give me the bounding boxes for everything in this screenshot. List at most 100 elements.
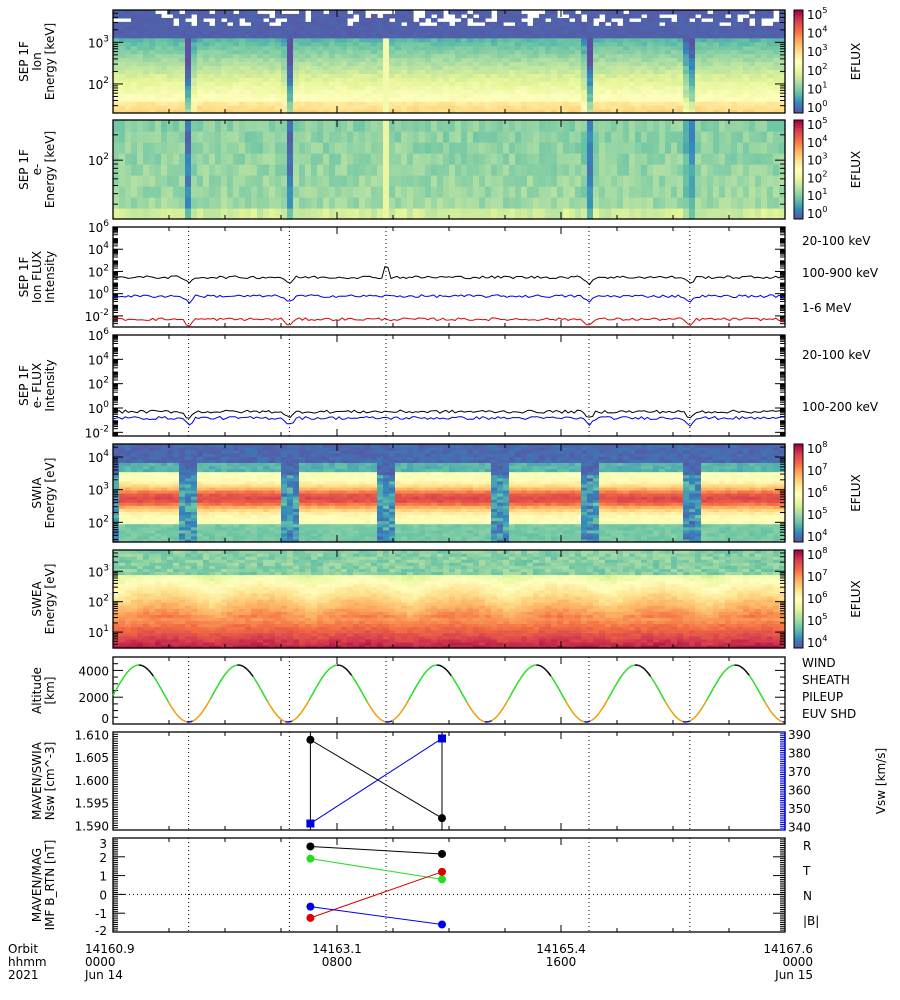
heatmap-cell	[191, 493, 198, 497]
heatmap-cell	[749, 164, 756, 176]
heatmap-cell	[779, 57, 786, 63]
heatmap-cell	[725, 77, 732, 82]
heatmap-cell	[149, 529, 156, 534]
heatmap-cell	[203, 496, 210, 500]
heatmap-cell	[155, 101, 162, 106]
heatmap-cell	[581, 89, 588, 94]
colorbar-swatch	[794, 22, 803, 26]
heatmap-cell	[149, 197, 156, 209]
heatmap-cell	[545, 25, 552, 31]
heatmap-cell	[659, 69, 666, 74]
heatmap-cell	[365, 105, 372, 110]
heatmap-cell	[245, 101, 252, 106]
heatmap-cell	[767, 164, 774, 176]
heatmap-cell	[647, 197, 654, 209]
heatmap-cell	[299, 120, 306, 132]
colorbar-swatch	[794, 196, 803, 200]
heatmap-cell	[215, 474, 222, 479]
heatmap-cell	[473, 120, 480, 132]
heatmap-cell	[119, 517, 126, 522]
heatmap-cell	[677, 57, 684, 63]
heatmap-cell	[491, 85, 498, 90]
heatmap-cell	[617, 69, 624, 74]
heatmap-cell	[245, 10, 252, 15]
heatmap-cell	[347, 61, 354, 67]
heatmap-cell	[695, 37, 702, 43]
heatmap-cell	[203, 61, 210, 67]
heatmap-cell	[233, 101, 240, 106]
heatmap-cell	[179, 529, 186, 534]
heatmap-cell	[353, 142, 360, 154]
heatmap-cell	[245, 49, 252, 55]
heatmap-cell	[377, 81, 384, 86]
heatmap-cell	[191, 197, 198, 209]
heatmap-cell	[593, 29, 600, 35]
heatmap-cell	[131, 25, 138, 31]
heatmap-cell	[671, 142, 678, 154]
heatmap-cell	[347, 93, 354, 98]
heatmap-cell	[443, 85, 450, 90]
heatmap-cell	[167, 520, 174, 525]
heatmap-cell	[563, 197, 570, 209]
heatmap-cell	[587, 61, 594, 67]
heatmap-cell	[449, 69, 456, 74]
heatmap-cell	[221, 511, 228, 516]
heatmap-cell	[527, 109, 534, 114]
heatmap-cell	[143, 13, 150, 19]
heatmap-cell	[755, 17, 762, 23]
heatmap-cell	[197, 483, 204, 488]
heatmap-cell	[113, 502, 120, 506]
heatmap-cell	[713, 69, 720, 74]
heatmap-cell	[197, 502, 204, 506]
heatmap-cell	[455, 89, 462, 94]
heatmap-cell	[479, 93, 486, 98]
heatmap-cell	[203, 532, 210, 537]
heatmap-cell	[719, 142, 726, 154]
heatmap-cell	[437, 81, 444, 86]
heatmap-cell	[149, 456, 156, 460]
heatmap-cell	[329, 81, 336, 86]
heatmap-cell	[419, 153, 426, 165]
heatmap-cell	[449, 109, 456, 114]
heatmap-cell	[485, 131, 492, 143]
heatmap-cell	[605, 93, 612, 98]
heatmap-cell	[593, 73, 600, 78]
heatmap-cell	[329, 45, 336, 51]
heatmap-cell	[587, 208, 594, 220]
heatmap-cell	[761, 73, 768, 78]
heatmap-cell	[743, 85, 750, 90]
heatmap-cell	[179, 459, 186, 463]
heatmap-cell	[149, 468, 156, 473]
heatmap-cell	[389, 101, 396, 106]
colorbar-swatch	[794, 152, 803, 156]
heatmap-cell	[563, 45, 570, 51]
heatmap-cell	[173, 13, 180, 19]
heatmap-cell	[215, 89, 222, 94]
heatmap-cell	[185, 131, 192, 143]
heatmap-cell	[611, 65, 618, 71]
heatmap-cell	[569, 85, 576, 90]
heatmap-cell	[233, 57, 240, 63]
heatmap-cell	[149, 520, 156, 525]
heatmap-cell	[191, 153, 198, 165]
heatmap-cell	[761, 197, 768, 209]
heatmap-cell	[227, 13, 234, 19]
heatmap-cell	[779, 77, 786, 82]
heatmap-cell	[527, 37, 534, 43]
heatmap-cell	[221, 532, 228, 537]
heatmap-cell	[461, 61, 468, 67]
heatmap-cell	[551, 175, 558, 187]
heatmap-cell	[725, 109, 732, 114]
heatmap-cell	[413, 208, 420, 220]
heatmap-cell	[185, 13, 192, 19]
heatmap-cell	[125, 33, 132, 39]
heatmap-cell	[677, 197, 684, 209]
colorbar-tick-label: 100	[807, 98, 828, 115]
heatmap-cell	[167, 508, 174, 512]
heatmap-cell	[305, 186, 312, 198]
heatmap-cell	[167, 197, 174, 209]
colorbar-tick-label: 101	[807, 79, 828, 96]
heatmap-cell	[185, 483, 192, 488]
heatmap-cell	[173, 444, 180, 448]
heatmap-cell	[323, 33, 330, 39]
